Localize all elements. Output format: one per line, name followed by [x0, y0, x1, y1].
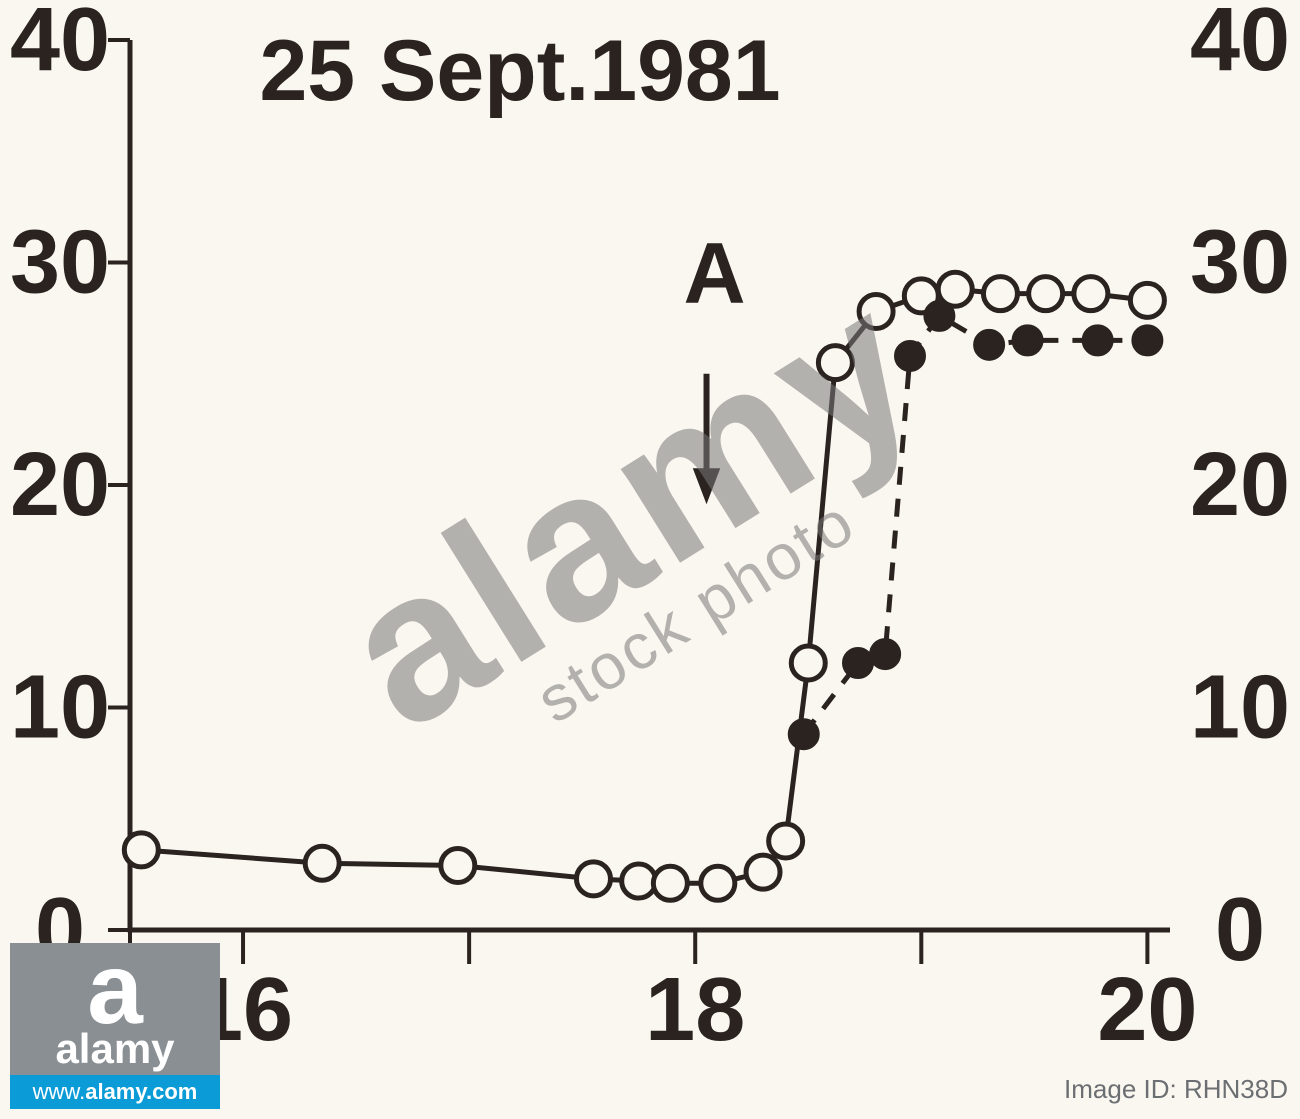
series-filled-circles-marker — [844, 649, 872, 677]
series-open-circles-marker — [576, 862, 610, 896]
series-filled-circles-marker — [1133, 326, 1161, 354]
series-open-circles-marker — [622, 864, 656, 898]
y-left-label: 40 — [10, 0, 110, 90]
series-open-circles-marker — [983, 277, 1017, 311]
x-label: 16 — [193, 960, 293, 1060]
series-filled-circles-marker — [790, 720, 818, 748]
x-label: 20 — [1097, 960, 1197, 1060]
series-open-circles-marker — [441, 848, 475, 882]
series-filled-circles-marker — [1084, 326, 1112, 354]
chart-title: 25 Sept.1981 — [259, 23, 780, 119]
annotation-label: A — [683, 226, 745, 322]
series-open-circles-marker — [746, 855, 780, 889]
y-right-label: 30 — [1190, 213, 1290, 313]
series-filled-circles-marker — [896, 342, 924, 370]
series-open-circles-marker — [1074, 277, 1108, 311]
series-open-circles-marker — [124, 833, 158, 867]
series-open-circles-marker — [701, 866, 735, 900]
y-right-label: 40 — [1190, 0, 1290, 90]
y-right-label: 20 — [1190, 435, 1290, 535]
y-left-label: 10 — [10, 658, 110, 758]
y-left-label: 0 — [35, 880, 85, 980]
series-open-circles-marker — [818, 346, 852, 380]
y-left-label: 30 — [10, 213, 110, 313]
x-label: 18 — [645, 960, 745, 1060]
series-filled-circles-marker — [925, 302, 953, 330]
series-filled-circles-marker — [1014, 326, 1042, 354]
chart-container: 01020304001020304016182025 Sept.1981A al… — [0, 0, 1300, 1119]
y-right-label: 10 — [1190, 658, 1290, 758]
series-filled-circles-marker — [871, 640, 899, 668]
series-filled-circles-marker — [975, 331, 1003, 359]
series-open-circles-marker — [791, 646, 825, 680]
series-open-circles-marker — [769, 824, 803, 858]
series-open-circles-marker — [1130, 283, 1164, 317]
series-open-circles-marker — [653, 866, 687, 900]
series-open-circles-marker — [859, 294, 893, 328]
y-left-label: 20 — [10, 435, 110, 535]
series-open-circles-marker — [1029, 277, 1063, 311]
y-right-label: 0 — [1215, 880, 1265, 980]
chart-svg: 0 10 20 30 40 0 10 20 30 40 16 18 20 25 Sept.1981 A — [0, 0, 1300, 1119]
chart-bg — [0, 0, 1300, 1119]
series-open-circles-marker — [305, 846, 339, 880]
